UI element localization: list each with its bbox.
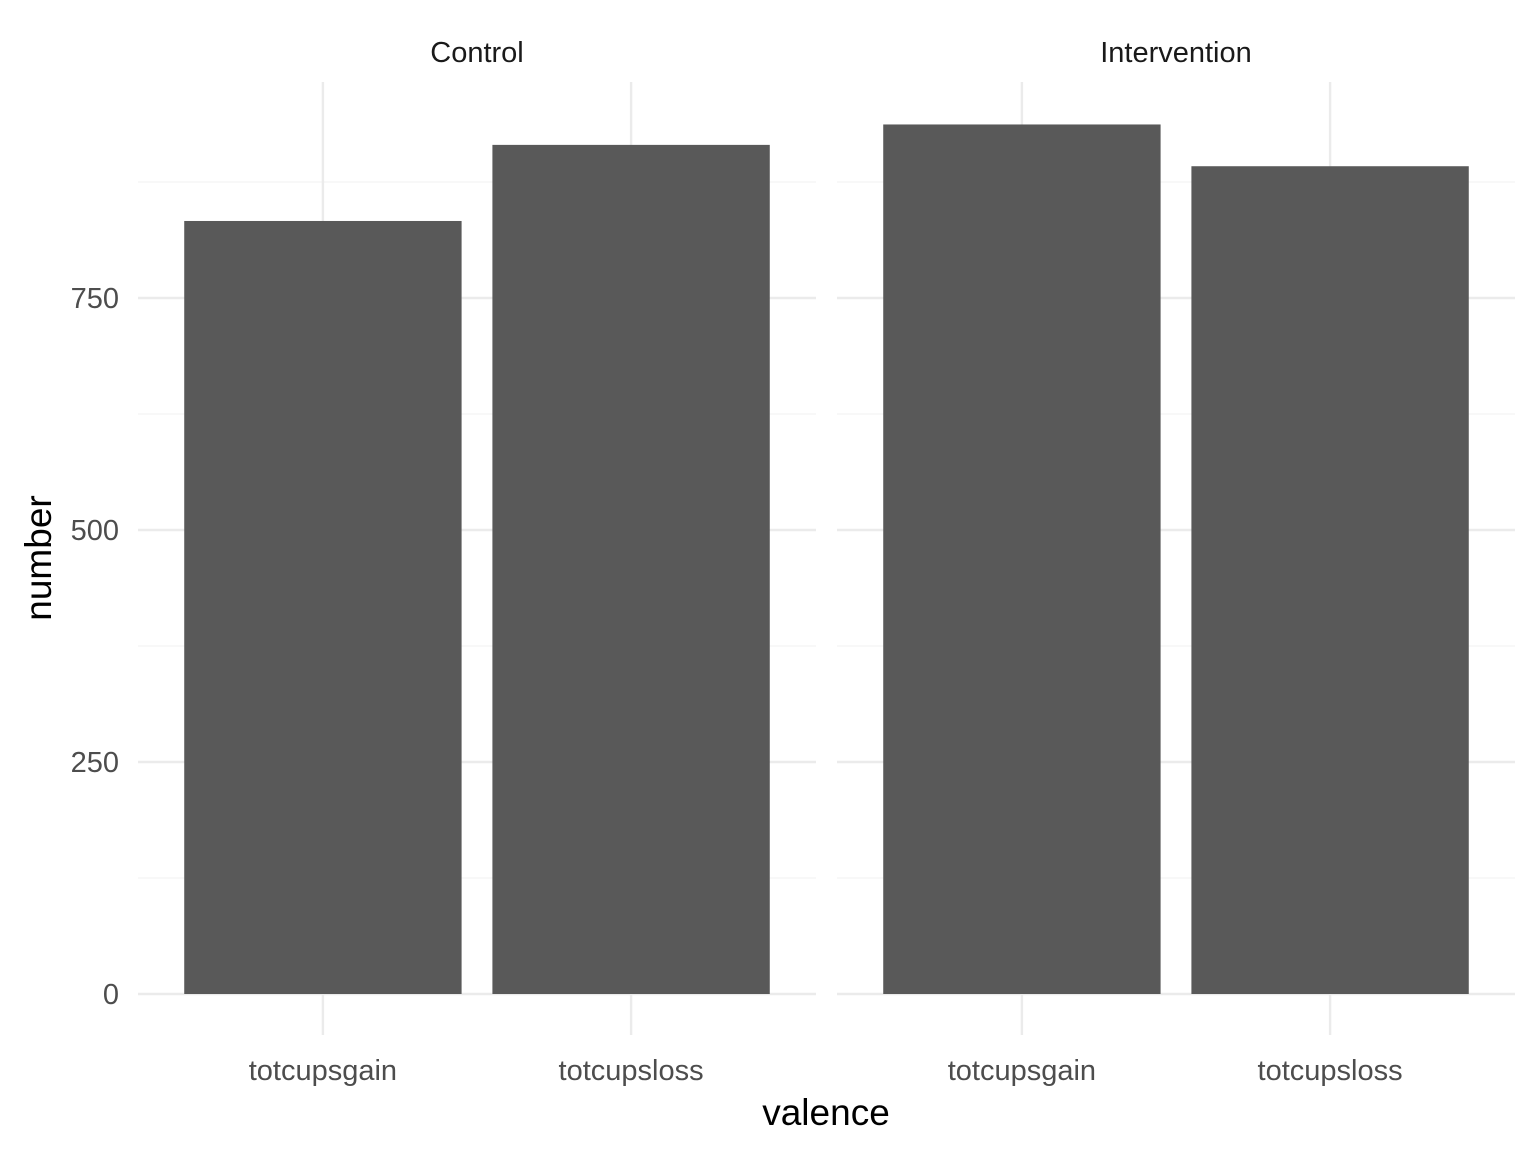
bar-intervention-totcupsloss <box>1191 166 1469 994</box>
bar-control-totcupsgain <box>184 220 462 994</box>
x-tick-label: totcupsgain <box>948 1055 1096 1087</box>
y-tick-label: 500 <box>71 515 119 547</box>
panel-control: Control <box>138 37 816 1035</box>
facet-strip-label: Control <box>430 37 524 69</box>
x-tick-label: totcupsloss <box>1258 1055 1403 1087</box>
bar-intervention-totcupsgain <box>883 124 1161 995</box>
y-axis: 0 250 500 750 <box>71 283 119 1011</box>
facet-strip-label: Intervention <box>1100 37 1252 69</box>
x-tick-label: totcupsloss <box>559 1055 704 1087</box>
y-tick-label: 250 <box>71 747 119 779</box>
x-axis-title: valence <box>762 1092 890 1133</box>
panel-intervention: Intervention <box>837 37 1515 1035</box>
x-axis: totcupsgain totcupsloss totcupsgain totcups… <box>249 1055 1403 1087</box>
chart-panels: Control Intervention <box>138 37 1515 1035</box>
y-tick-label: 0 <box>103 979 119 1011</box>
y-tick-label: 750 <box>71 283 119 315</box>
x-tick-label: totcupsgain <box>249 1055 397 1087</box>
y-axis-title: number <box>18 495 59 620</box>
bar-control-totcupsloss <box>492 144 770 994</box>
